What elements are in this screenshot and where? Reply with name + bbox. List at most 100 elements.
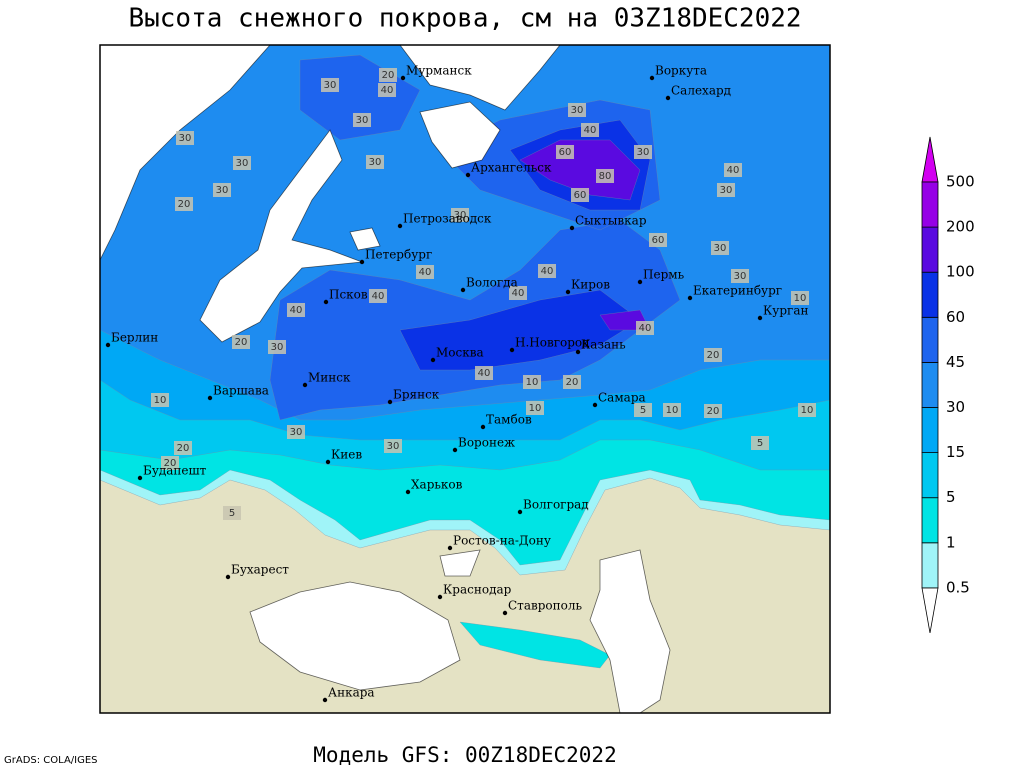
legend-swatch: [921, 497, 939, 544]
sea: [399, 45, 561, 111]
sea: [100, 45, 271, 261]
contour-label: 60: [574, 190, 587, 201]
contour-label-box: [724, 163, 742, 177]
contour-label-box: [751, 436, 769, 450]
legend-swatch: [921, 407, 939, 453]
contour-label-box: [287, 303, 305, 317]
legend-label: 5: [946, 488, 956, 506]
contour-label: 40: [478, 368, 491, 379]
contour-label: 40: [727, 165, 740, 176]
city-dot: [387, 399, 393, 405]
city-dot: [757, 315, 763, 321]
contour-label: 30: [387, 441, 400, 452]
contour-label-box: [233, 156, 251, 170]
city-dot: [397, 223, 403, 229]
contour-label: 30: [356, 115, 369, 126]
contour-label-box: [223, 506, 241, 520]
contour-label: 20: [707, 350, 720, 361]
contour-label-box: [174, 441, 192, 455]
city-label: Екатеринбург: [693, 284, 782, 298]
contour-label: 10: [154, 395, 167, 406]
city-label: Анкара: [328, 686, 375, 700]
city-label: Воронеж: [458, 436, 515, 450]
contour-label-box: [416, 265, 434, 279]
legend-swatch: [921, 361, 939, 408]
city-dot: [447, 545, 453, 551]
city-label: Волгоград: [523, 498, 589, 512]
city-label: Петрозаводск: [403, 212, 492, 226]
contour-label: 40: [290, 305, 303, 316]
legend-label: 45: [946, 353, 965, 371]
legend-label: 1: [946, 533, 956, 551]
city-dot: [405, 489, 411, 495]
contour-label-box: [571, 188, 589, 202]
contour-label: 10: [801, 405, 814, 416]
contour-label: 60: [652, 235, 665, 246]
city-label: Вологда: [466, 276, 518, 290]
map-area: 30 40203030303020304030608060304030306030…: [100, 45, 830, 713]
city-dot: [665, 95, 671, 101]
legend-label: 15: [946, 443, 965, 461]
contour-label-box: [523, 375, 541, 389]
contour-label-box: [321, 78, 339, 92]
city-dot: [400, 75, 406, 81]
contour-label: 30: [637, 147, 650, 158]
contour-label: 40: [419, 267, 432, 278]
legend-label: 0.5: [946, 578, 970, 596]
city-label: Харьков: [411, 478, 463, 492]
city-label: Сыктывкар: [575, 214, 647, 228]
contour-label: 10: [666, 405, 679, 416]
legend-swatch: [921, 271, 939, 318]
city-dot: [649, 75, 655, 81]
contour-label-box: [366, 155, 384, 169]
city-label: Будапешт: [143, 464, 207, 478]
city-dot: [460, 287, 466, 293]
contour-label: 10: [794, 293, 807, 304]
contour-label-box: [151, 393, 169, 407]
contour-label-box: [475, 366, 493, 380]
contour-label-box: [791, 291, 809, 305]
city-label: Тамбов: [486, 413, 532, 427]
contour-label-box: [378, 83, 396, 97]
contour-label-box: [287, 425, 305, 439]
legend-label: 100: [946, 263, 975, 281]
contour-label: 30: [734, 271, 747, 282]
city-label: Салехард: [671, 84, 731, 98]
contour-label: 30: [324, 80, 337, 91]
contour-label: 20: [566, 377, 579, 388]
city-label: Ставрополь: [508, 599, 582, 613]
city-label: Самара: [598, 391, 646, 405]
contour-label: 40: [381, 85, 394, 96]
contour-label-box: [379, 68, 397, 82]
contour-label-box: [526, 401, 544, 415]
city-label: Казань: [581, 338, 626, 352]
city-dot: [325, 459, 331, 465]
contour-label: 20: [177, 443, 190, 454]
legend-swatch: [921, 181, 939, 228]
city-dot: [207, 395, 213, 401]
contour-label-box: [353, 113, 371, 127]
legend-swatch: [921, 226, 939, 273]
contour-label-box: [711, 241, 729, 255]
contour-label: 30: [720, 185, 733, 196]
city-dot: [452, 447, 458, 453]
credit: GrADS: COLA/IGES: [4, 755, 98, 766]
contour-label: 10: [529, 403, 542, 414]
contour-label-box: [717, 183, 735, 197]
city-label: Курган: [763, 304, 808, 318]
contour-label: 20: [164, 458, 177, 469]
legend-label: 30: [946, 398, 965, 416]
contour-label: 20: [382, 70, 395, 81]
contour-label: 5: [229, 508, 235, 519]
sea: [249, 581, 461, 691]
city-dot: [480, 424, 486, 430]
sea: [349, 227, 381, 251]
city-label: Петербург: [365, 248, 432, 262]
contour-label-box: [634, 403, 652, 417]
contour-label: 40: [639, 323, 652, 334]
contour-label-box: [563, 375, 581, 389]
city-label: Москва: [436, 346, 484, 360]
